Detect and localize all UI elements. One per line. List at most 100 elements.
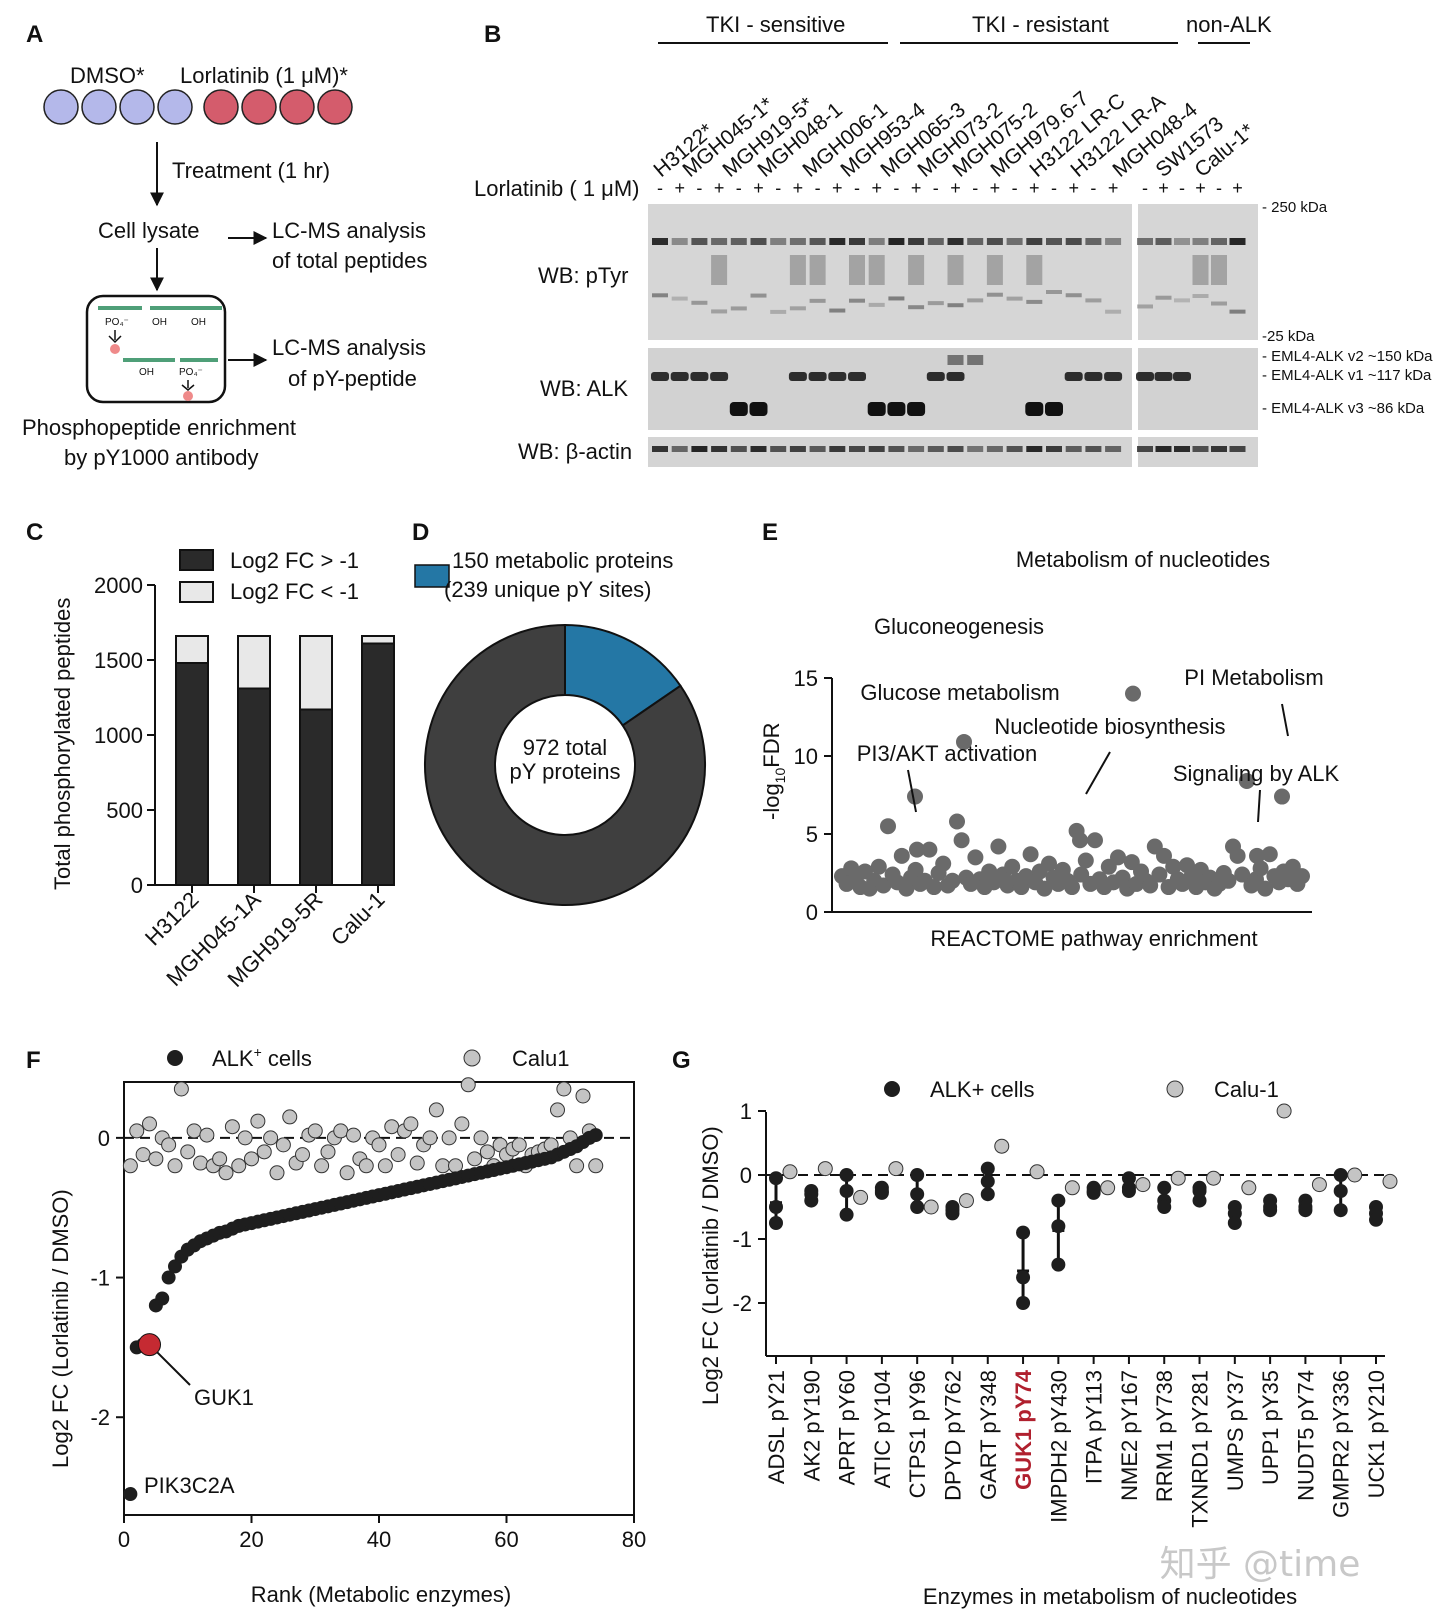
ptyr-band (1137, 304, 1153, 309)
f-calu-point (403, 1116, 419, 1132)
group-non-alk: non-ALK (1186, 12, 1272, 37)
cell-lysate-label: Cell lysate (98, 218, 199, 243)
e-point (1261, 846, 1278, 863)
treatment-sign: + (1158, 178, 1169, 198)
f-calu-point (307, 1123, 323, 1139)
f-calu-point (467, 1151, 483, 1167)
f-xtick-label: 20 (239, 1527, 263, 1552)
f-alk-point (588, 1128, 603, 1143)
f-ylabel: Log2 FC (Lorlatinib / DMSO) (48, 1189, 73, 1468)
f-plot-area: 0 -1 -2 0 20 40 60 80 GUK1 PIK3C2A (90, 1077, 646, 1552)
alk-v1-band (1136, 372, 1154, 381)
f-alk-point (155, 1291, 170, 1306)
ptyr-band (1006, 238, 1023, 245)
e-point (921, 841, 938, 858)
e-point (1087, 832, 1103, 849)
treatment-sign: + (911, 178, 922, 198)
e-point (1156, 847, 1172, 864)
c-bar-dark (237, 687, 271, 886)
e-labeled-point (1274, 788, 1290, 805)
e-point (1294, 868, 1310, 885)
alk-v1-band (690, 372, 709, 381)
e-leader (907, 769, 917, 813)
treatment-sign: - (1216, 178, 1222, 198)
actin-band (1211, 446, 1227, 452)
g-calu-point (1382, 1173, 1398, 1189)
actin-band (789, 446, 806, 452)
c-bar-light (175, 635, 209, 664)
f-calu-point (371, 1137, 387, 1153)
treatment-sign: - (736, 178, 742, 198)
g-calu-point (1100, 1180, 1116, 1196)
e-ylabel: -log10FDR (759, 723, 788, 820)
f-calu-point (244, 1151, 259, 1167)
g-enzyme-label: CTPS1 pY96 (905, 1370, 930, 1498)
ptyr-smear (1026, 255, 1043, 285)
alk-v1-band (788, 372, 807, 381)
panel-label-a: A (26, 21, 43, 48)
actin-band (652, 446, 668, 452)
actin-band (888, 446, 905, 452)
panel-b-western-blot: TKI - sensitive TKI - resistant non-ALK … (474, 12, 1433, 467)
actin-band (849, 446, 865, 452)
ptyr-band (1155, 295, 1172, 300)
marker-v1: - EML4-ALK v1 ~117 kDa (1262, 367, 1432, 384)
g-alk-point (769, 1200, 783, 1214)
d-donut-chart (424, 623, 706, 906)
ptyr-band (652, 238, 668, 245)
treatment-sign: + (1068, 178, 1079, 198)
g-alk-point (980, 1161, 995, 1176)
f-calu-point (148, 1151, 164, 1167)
g-alk-point (1263, 1203, 1278, 1218)
ptyr-band (789, 238, 806, 245)
f-ytick-label: -1 (90, 1266, 110, 1291)
g-xlabel: Enzymes in metabolism of nucleotides (923, 1584, 1297, 1609)
ptyr-band (1137, 238, 1153, 245)
actin-band (1155, 446, 1172, 452)
f-calu-point (511, 1137, 527, 1153)
treatment-sign: - (696, 178, 702, 198)
g-legend-calu: Calu-1 (1214, 1077, 1279, 1102)
f-calu-point (129, 1123, 145, 1139)
f-legend-dot-alk (167, 1050, 183, 1066)
actin-band (671, 446, 688, 452)
actin-band (1137, 446, 1153, 452)
c-ytick-label: 500 (106, 798, 143, 823)
g-plot-area: 1 0 -1 -2 ADSL pY21 AK2 pY190 APRT pY60 ATIC pY… (732, 1099, 1398, 1528)
g-alk-point (1121, 1184, 1136, 1198)
group-tki-resistant: TKI - resistant (972, 12, 1109, 37)
f-calu-point (479, 1144, 495, 1160)
c-legend-1: Log2 FC > -1 (230, 548, 359, 573)
c-ytick-label: 1500 (94, 648, 143, 673)
treatment-sign: - (1012, 178, 1018, 198)
treatment-sign: - (893, 178, 899, 198)
alk-v1-band (1104, 372, 1123, 381)
g-calu-point (888, 1161, 904, 1177)
ptyr-band (1174, 298, 1190, 303)
f-guk1-label: GUK1 (194, 1385, 254, 1410)
f-calu-point (218, 1165, 234, 1181)
ptyr-blot-main (648, 204, 1132, 340)
actin-band (967, 446, 984, 452)
f-calu-point (122, 1158, 138, 1174)
c-bar-light (299, 635, 333, 711)
g-enzyme-label: GMPR2 pY336 (1329, 1370, 1354, 1518)
e-point (1041, 855, 1057, 872)
alk-v1-band (1084, 372, 1103, 381)
ptyr-band (1026, 238, 1043, 245)
treatment-sign: + (714, 178, 725, 198)
f-guk1-leader (156, 1351, 191, 1386)
f-calu-point (320, 1144, 336, 1160)
lorlatinib-label: Lorlatinib (1 μM)* (180, 63, 348, 88)
actin-band (711, 446, 728, 452)
actin-band (927, 446, 944, 452)
ptyr-band (1155, 238, 1172, 245)
g-enzyme-label: RRM1 pY738 (1152, 1370, 1177, 1502)
f-calu-point (550, 1102, 565, 1118)
g-alk-point (1051, 1257, 1066, 1272)
actin-band (1085, 446, 1102, 452)
ptyr-band (1085, 238, 1102, 245)
panel-a-workflow: DMSO* Lorlatinib (1 μM)* Treatment (1 hr… (22, 63, 427, 470)
g-alk-point (839, 1168, 854, 1182)
ptyr-band (829, 238, 846, 245)
